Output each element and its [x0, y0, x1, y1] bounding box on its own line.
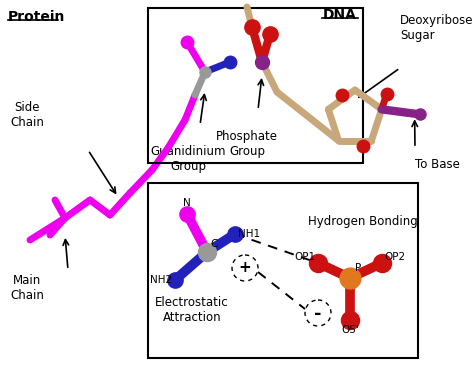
Text: Guanidinium
Group: Guanidinium Group: [150, 145, 226, 173]
Text: Phosphate
Group: Phosphate Group: [216, 130, 278, 158]
Text: NH1: NH1: [238, 229, 260, 239]
Text: OP1: OP1: [295, 252, 316, 262]
Text: OP2: OP2: [384, 252, 405, 262]
Bar: [148, 8, 363, 163]
Text: Electrostatic
Attraction: Electrostatic Attraction: [155, 296, 228, 324]
Text: P: P: [355, 263, 361, 273]
Text: O5': O5': [341, 325, 359, 335]
Text: +: +: [238, 261, 251, 276]
Text: DNA: DNA: [323, 8, 357, 22]
Text: Protein: Protein: [8, 10, 65, 24]
Text: -: -: [314, 305, 322, 323]
Text: NH2: NH2: [150, 275, 172, 285]
Text: C: C: [210, 239, 218, 249]
Text: To Base: To Base: [415, 158, 460, 171]
Text: Hydrogen Bonding: Hydrogen Bonding: [308, 216, 418, 228]
Text: Main
Chain: Main Chain: [10, 274, 44, 302]
Bar: [148, 183, 418, 358]
Text: Side
Chain: Side Chain: [10, 101, 44, 129]
Text: Deoxyribose
Sugar: Deoxyribose Sugar: [400, 14, 474, 42]
Text: N: N: [183, 198, 191, 208]
